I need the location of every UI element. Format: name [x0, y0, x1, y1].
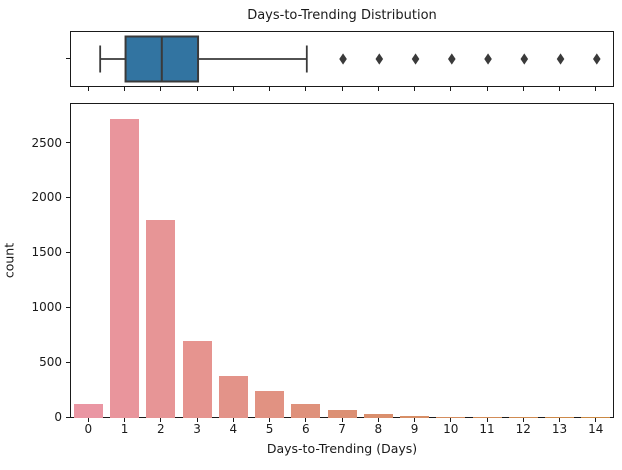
histogram-bar-6	[291, 403, 321, 418]
top-x-tick	[450, 87, 452, 91]
bot-x-tick	[450, 418, 452, 422]
top-y-tick	[66, 58, 70, 59]
top-x-tick	[87, 87, 89, 91]
histogram-bar-2	[146, 220, 176, 418]
y-axis-label: count	[1, 242, 17, 279]
outlier-point	[339, 53, 347, 65]
histogram-bar-3	[182, 340, 212, 418]
outlier-point	[520, 53, 529, 65]
top-x-tick	[341, 87, 343, 91]
y-tick-label: 2000	[31, 190, 62, 205]
top-x-tick	[522, 87, 524, 91]
bot-x-tick	[341, 418, 343, 422]
top-x-tick	[160, 87, 162, 91]
top-x-tick	[559, 87, 561, 91]
x-tick-label: 10	[443, 422, 459, 436]
x-axis-label: Days-to-Trending (Days)	[266, 441, 418, 456]
bot-x-tick	[232, 418, 234, 422]
x-tick-label: 6	[301, 422, 310, 436]
bot-y-tick	[66, 142, 70, 143]
chart-title: Days-to-Trending Distribution	[247, 8, 437, 23]
bot-x-tick	[377, 418, 379, 422]
histogram-bar-9	[400, 416, 430, 418]
top-x-tick	[232, 87, 234, 91]
x-tick-label: 13	[551, 422, 568, 436]
x-tick-label: 12	[515, 422, 531, 436]
y-tick-label: 500	[39, 355, 62, 370]
boxplot-svg	[99, 35, 601, 83]
outlier-point	[593, 53, 601, 65]
top-x-tick	[414, 87, 416, 91]
bot-x-tick	[87, 418, 89, 422]
histogram-bar-1	[110, 119, 140, 418]
histogram-bar-13	[545, 416, 575, 419]
bot-x-tick	[124, 418, 126, 422]
top-x-tick	[305, 87, 307, 91]
top-x-tick	[124, 87, 126, 91]
x-tick-label: 11	[479, 422, 495, 436]
outlier-point	[411, 53, 420, 65]
top-x-tick	[486, 87, 488, 91]
bot-x-tick	[269, 418, 271, 422]
y-tick-label: 2500	[31, 135, 62, 150]
histogram-bar-8	[363, 413, 393, 418]
bot-x-tick	[414, 418, 416, 422]
histogram-bar-12	[508, 416, 538, 418]
bot-y-tick	[66, 416, 70, 418]
x-tick-label: 8	[374, 422, 383, 436]
bot-x-tick	[595, 418, 597, 422]
bot-x-tick	[559, 418, 561, 422]
x-tick-label: 9	[410, 422, 419, 436]
outlier-point	[556, 53, 565, 65]
histogram-bar-5	[255, 390, 285, 418]
histogram-bar-0	[73, 403, 103, 418]
histogram-bar-11	[472, 416, 502, 418]
bot-x-tick	[522, 418, 524, 422]
x-tick-label: 1	[120, 422, 129, 436]
x-tick-label: 14	[588, 422, 604, 436]
bot-x-tick	[160, 418, 162, 422]
bot-x-tick	[486, 418, 488, 422]
histogram-bar-14	[581, 416, 611, 419]
x-tick-label: 5	[265, 422, 274, 436]
y-tick-label: 1000	[31, 300, 62, 315]
x-tick-label: 2	[156, 422, 165, 436]
y-tick-label: 1500	[31, 245, 62, 260]
outlier-point	[448, 53, 456, 65]
top-x-tick	[269, 87, 271, 91]
outlier-point	[375, 53, 384, 65]
x-tick-label: 0	[84, 422, 93, 436]
x-tick-label: 4	[229, 422, 238, 436]
bot-x-tick	[196, 418, 198, 422]
histogram-bar-10	[436, 416, 466, 418]
top-x-tick	[196, 87, 198, 91]
x-tick-label: 7	[338, 422, 346, 436]
bot-y-tick	[66, 196, 70, 198]
bot-y-tick	[66, 251, 70, 253]
outlier-point	[484, 53, 492, 65]
boxplot-panel	[70, 31, 614, 87]
bot-y-tick	[66, 361, 70, 363]
y-tick-label: 0	[54, 410, 62, 424]
countplot-panel	[70, 103, 614, 419]
histogram-bar-7	[327, 410, 357, 418]
top-x-tick	[377, 87, 379, 91]
top-x-tick	[595, 87, 597, 91]
bot-y-tick	[66, 306, 70, 308]
histogram-bar-4	[218, 376, 248, 418]
bot-x-tick	[305, 418, 307, 422]
x-tick-label: 3	[193, 422, 201, 436]
